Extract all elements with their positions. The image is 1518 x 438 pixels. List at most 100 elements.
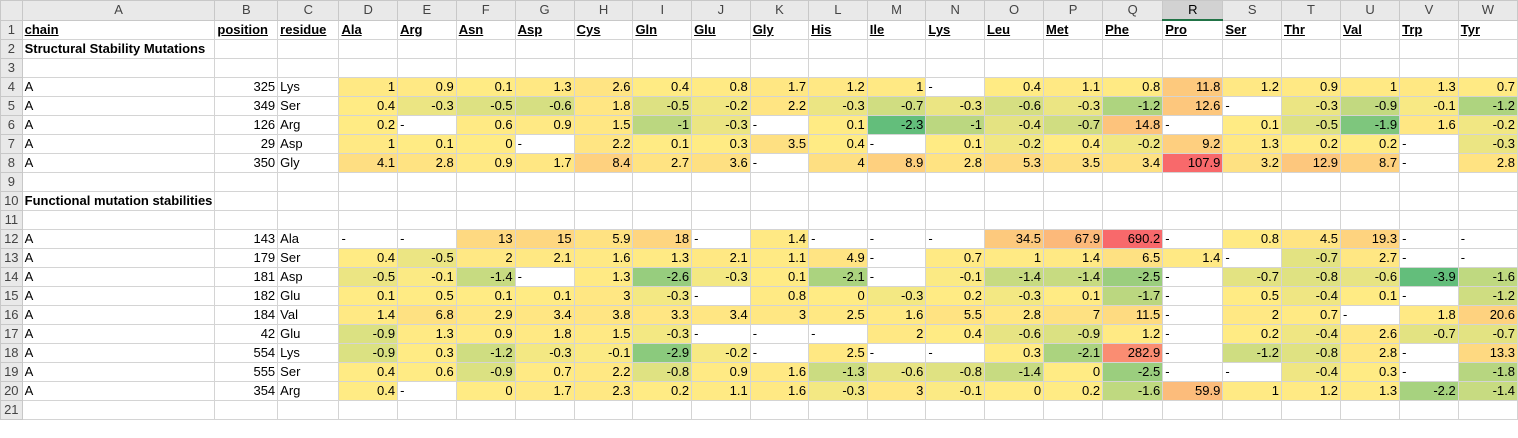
cell-w21[interactable] [1457,400,1518,420]
cell-v3[interactable] [1399,58,1459,78]
cell-a14[interactable]: A [21,267,216,287]
cell-e18[interactable]: 0.3 [397,343,457,363]
cell-f20[interactable]: 0 [455,381,516,401]
cell-k9[interactable] [749,172,810,192]
cell-e8[interactable]: 2.8 [397,153,457,173]
column-header-q[interactable]: Q [1102,0,1164,21]
column-header-o[interactable]: O [983,0,1045,21]
cell-h20[interactable]: 2.3 [573,381,634,401]
cell-s16[interactable]: 2 [1222,305,1282,325]
cell-o2[interactable] [983,39,1045,59]
cell-b18[interactable]: 554 [214,343,279,363]
cell-h13[interactable]: 1.6 [573,248,634,268]
cell-i9[interactable] [632,172,693,192]
cell-n7[interactable]: 0.1 [925,134,985,154]
cell-v13[interactable]: - [1399,248,1459,268]
cell-w19[interactable]: -1.8 [1457,362,1518,382]
cell-m18[interactable]: - [866,343,927,363]
cell-c15[interactable]: Glu [277,286,340,306]
cell-p6[interactable]: -0.7 [1043,115,1104,135]
cell-u10[interactable] [1340,191,1401,211]
cell-c8[interactable]: Gly [277,153,340,173]
cell-g13[interactable]: 2.1 [514,248,575,268]
cell-n2[interactable] [925,39,985,59]
cell-m17[interactable]: 2 [866,324,927,344]
column-header-b[interactable]: B [214,0,279,21]
cell-f6[interactable]: 0.6 [455,115,516,135]
cell-u9[interactable] [1340,172,1401,192]
cell-s20[interactable]: 1 [1222,381,1282,401]
cell-k10[interactable] [749,191,810,211]
row-header-10[interactable]: 10 [0,191,23,211]
cell-c4[interactable]: Lys [277,77,340,97]
cell-k17[interactable]: - [749,324,810,344]
cell-b11[interactable] [214,210,279,230]
cell-p9[interactable] [1043,172,1104,192]
cell-q6[interactable]: 14.8 [1102,115,1164,135]
cell-k16[interactable]: 3 [749,305,810,325]
cell-w18[interactable]: 13.3 [1457,343,1518,363]
row-header-2[interactable]: 2 [0,39,23,59]
cell-l1[interactable]: His [808,19,868,40]
cell-l6[interactable]: 0.1 [808,115,868,135]
cell-i15[interactable]: -0.3 [632,286,693,306]
cell-j7[interactable]: 0.3 [691,134,751,154]
cell-c16[interactable]: Val [277,305,340,325]
cell-s9[interactable] [1222,172,1282,192]
cell-g11[interactable] [514,210,575,230]
cell-d13[interactable]: 0.4 [338,248,399,268]
cell-d5[interactable]: 0.4 [338,96,399,116]
cell-k2[interactable] [749,39,810,59]
cell-g4[interactable]: 1.3 [514,77,575,97]
cell-a17[interactable]: A [21,324,216,344]
cell-t10[interactable] [1280,191,1342,211]
cell-q8[interactable]: 3.4 [1102,153,1164,173]
row-header-8[interactable]: 8 [0,153,23,173]
cell-n11[interactable] [925,210,985,230]
cell-w20[interactable]: -1.4 [1457,381,1518,401]
cell-b2[interactable] [214,39,279,59]
cell-p1[interactable]: Met [1043,19,1104,40]
cell-o5[interactable]: -0.6 [983,96,1045,116]
cell-m20[interactable]: 3 [866,381,927,401]
cell-w11[interactable] [1457,210,1518,230]
cell-c17[interactable]: Glu [277,324,340,344]
cell-k15[interactable]: 0.8 [749,286,810,306]
cell-s2[interactable] [1222,39,1282,59]
cell-n16[interactable]: 5.5 [925,305,985,325]
cell-n17[interactable]: 0.4 [925,324,985,344]
cell-t18[interactable]: -0.8 [1280,343,1342,363]
cell-e14[interactable]: -0.1 [397,267,457,287]
cell-i14[interactable]: -2.6 [632,267,693,287]
cell-j15[interactable]: - [691,286,751,306]
cell-j19[interactable]: 0.9 [691,362,751,382]
cell-r9[interactable] [1162,172,1224,192]
cell-v21[interactable] [1399,400,1459,420]
cell-k14[interactable]: 0.1 [749,267,810,287]
row-header-16[interactable]: 16 [0,305,23,325]
cell-r12[interactable]: - [1162,229,1224,249]
cell-c5[interactable]: Ser [277,96,340,116]
cell-f8[interactable]: 0.9 [455,153,516,173]
cell-r16[interactable]: - [1162,305,1224,325]
cell-f18[interactable]: -1.2 [455,343,516,363]
cell-m8[interactable]: 8.9 [866,153,927,173]
cell-q13[interactable]: 6.5 [1102,248,1164,268]
cell-n14[interactable]: -0.1 [925,267,985,287]
cell-t13[interactable]: -0.7 [1280,248,1342,268]
cell-c12[interactable]: Ala [277,229,340,249]
cell-g16[interactable]: 3.4 [514,305,575,325]
cell-n1[interactable]: Lys [925,19,985,40]
cell-d21[interactable] [338,400,399,420]
cell-l5[interactable]: -0.3 [808,96,868,116]
cell-c13[interactable]: Ser [277,248,340,268]
cell-b13[interactable]: 179 [214,248,279,268]
cell-b12[interactable]: 143 [214,229,279,249]
cell-u12[interactable]: 19.3 [1340,229,1401,249]
cell-h16[interactable]: 3.8 [573,305,634,325]
cell-d2[interactable] [338,39,399,59]
cell-k20[interactable]: 1.6 [749,381,810,401]
cell-l3[interactable] [808,58,868,78]
cell-s15[interactable]: 0.5 [1222,286,1282,306]
cell-r15[interactable]: - [1162,286,1224,306]
